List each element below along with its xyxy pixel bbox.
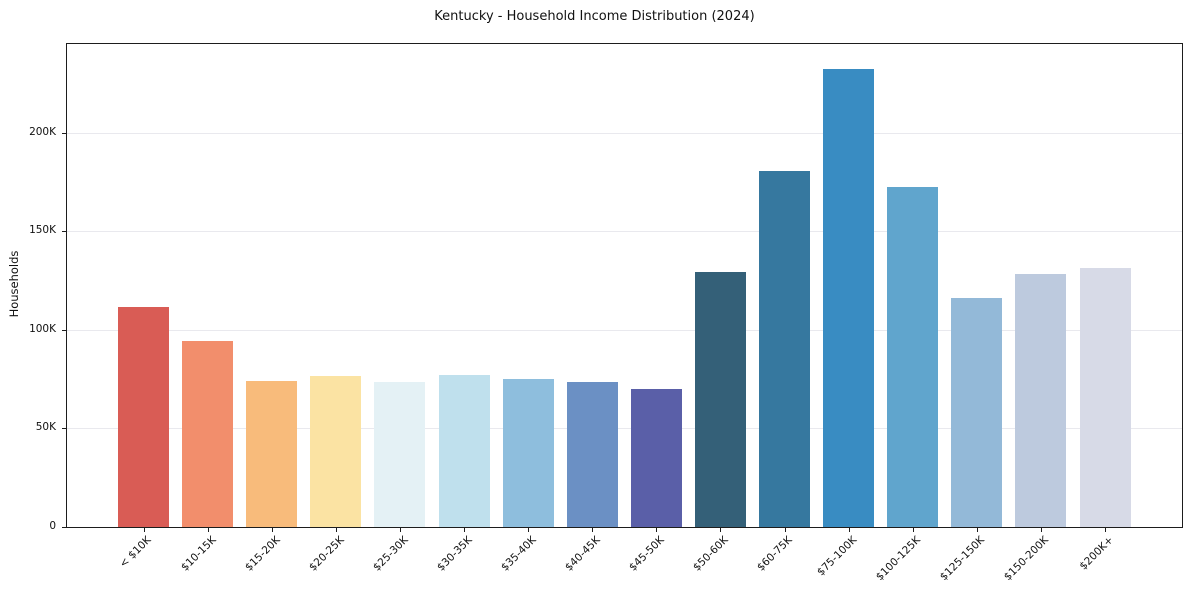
x-tick	[1040, 528, 1042, 532]
x-tick-label: $100-125K	[874, 534, 924, 584]
x-tick	[464, 528, 465, 532]
x-tick-label: $60-75K	[755, 534, 795, 574]
x-tick-label: $25-30K	[370, 534, 411, 574]
gridline	[67, 132, 1182, 134]
x-tick	[271, 528, 273, 532]
y-tick-label: 100K	[29, 322, 56, 335]
bar	[502, 379, 554, 527]
x-tick	[399, 528, 401, 532]
chart-title: Kentucky - Household Income Distribution…	[434, 9, 755, 24]
y-tick-label: 0	[49, 520, 56, 532]
x-tick-label: $45-50K	[627, 534, 667, 574]
x-tick	[207, 528, 209, 532]
y-tick	[62, 527, 66, 528]
bar	[566, 382, 618, 527]
y-tick	[62, 329, 66, 331]
x-tick-labels: < $10K $10-15K $15-20K $20-25K $25-30K $30-35…	[66, 532, 1181, 590]
plot-area	[62, 43, 1183, 532]
x-tick-label: < $10K	[117, 534, 154, 571]
bar	[438, 375, 490, 527]
x-tick	[912, 528, 914, 532]
bar	[310, 376, 362, 527]
x-tick-label: $10-15K	[178, 534, 219, 574]
bar	[118, 307, 169, 527]
y-tick-label: 50K	[35, 421, 56, 434]
x-tick-label: $40-45K	[563, 534, 603, 574]
bar	[1079, 267, 1131, 527]
bar	[374, 382, 426, 527]
y-tick	[62, 231, 66, 233]
bar	[694, 271, 746, 527]
bar	[246, 381, 298, 527]
x-tick	[848, 528, 850, 532]
x-tick-label: $200K+	[1077, 534, 1116, 573]
y-tick-label: 200K	[29, 125, 56, 138]
bar	[182, 340, 234, 527]
bar	[759, 171, 810, 527]
x-tick	[784, 528, 786, 532]
x-tick	[976, 528, 978, 532]
x-tick-label: $15-20K	[242, 534, 283, 574]
x-tick	[656, 528, 658, 532]
y-tick	[62, 132, 66, 134]
x-tick	[143, 528, 145, 532]
x-tick	[1105, 528, 1106, 532]
x-tick-label: $125-150K	[938, 534, 988, 584]
y-tick-labels: 0 50K 100K 150K 200K	[0, 43, 60, 532]
gridline	[67, 231, 1182, 233]
gridline	[67, 428, 1182, 430]
x-tick	[528, 528, 530, 532]
bar	[1015, 273, 1067, 527]
y-tick	[62, 428, 66, 430]
bar	[951, 298, 1003, 527]
x-tick-label: $20-25K	[306, 534, 347, 574]
gridline	[67, 329, 1182, 331]
bar	[630, 389, 682, 527]
y-tick-label: 150K	[29, 224, 56, 237]
x-tick-label: $35-40K	[498, 534, 539, 574]
bar	[887, 186, 939, 527]
x-tick-label: $75-100K	[814, 534, 860, 579]
x-tick	[592, 528, 594, 532]
x-tick-label: $30-35K	[434, 534, 475, 574]
bar	[823, 68, 875, 527]
x-tick	[720, 528, 722, 532]
x-tick-label: $50-60K	[691, 534, 731, 574]
x-tick-label: $150-200K	[1002, 534, 1052, 584]
x-tick	[335, 528, 337, 532]
